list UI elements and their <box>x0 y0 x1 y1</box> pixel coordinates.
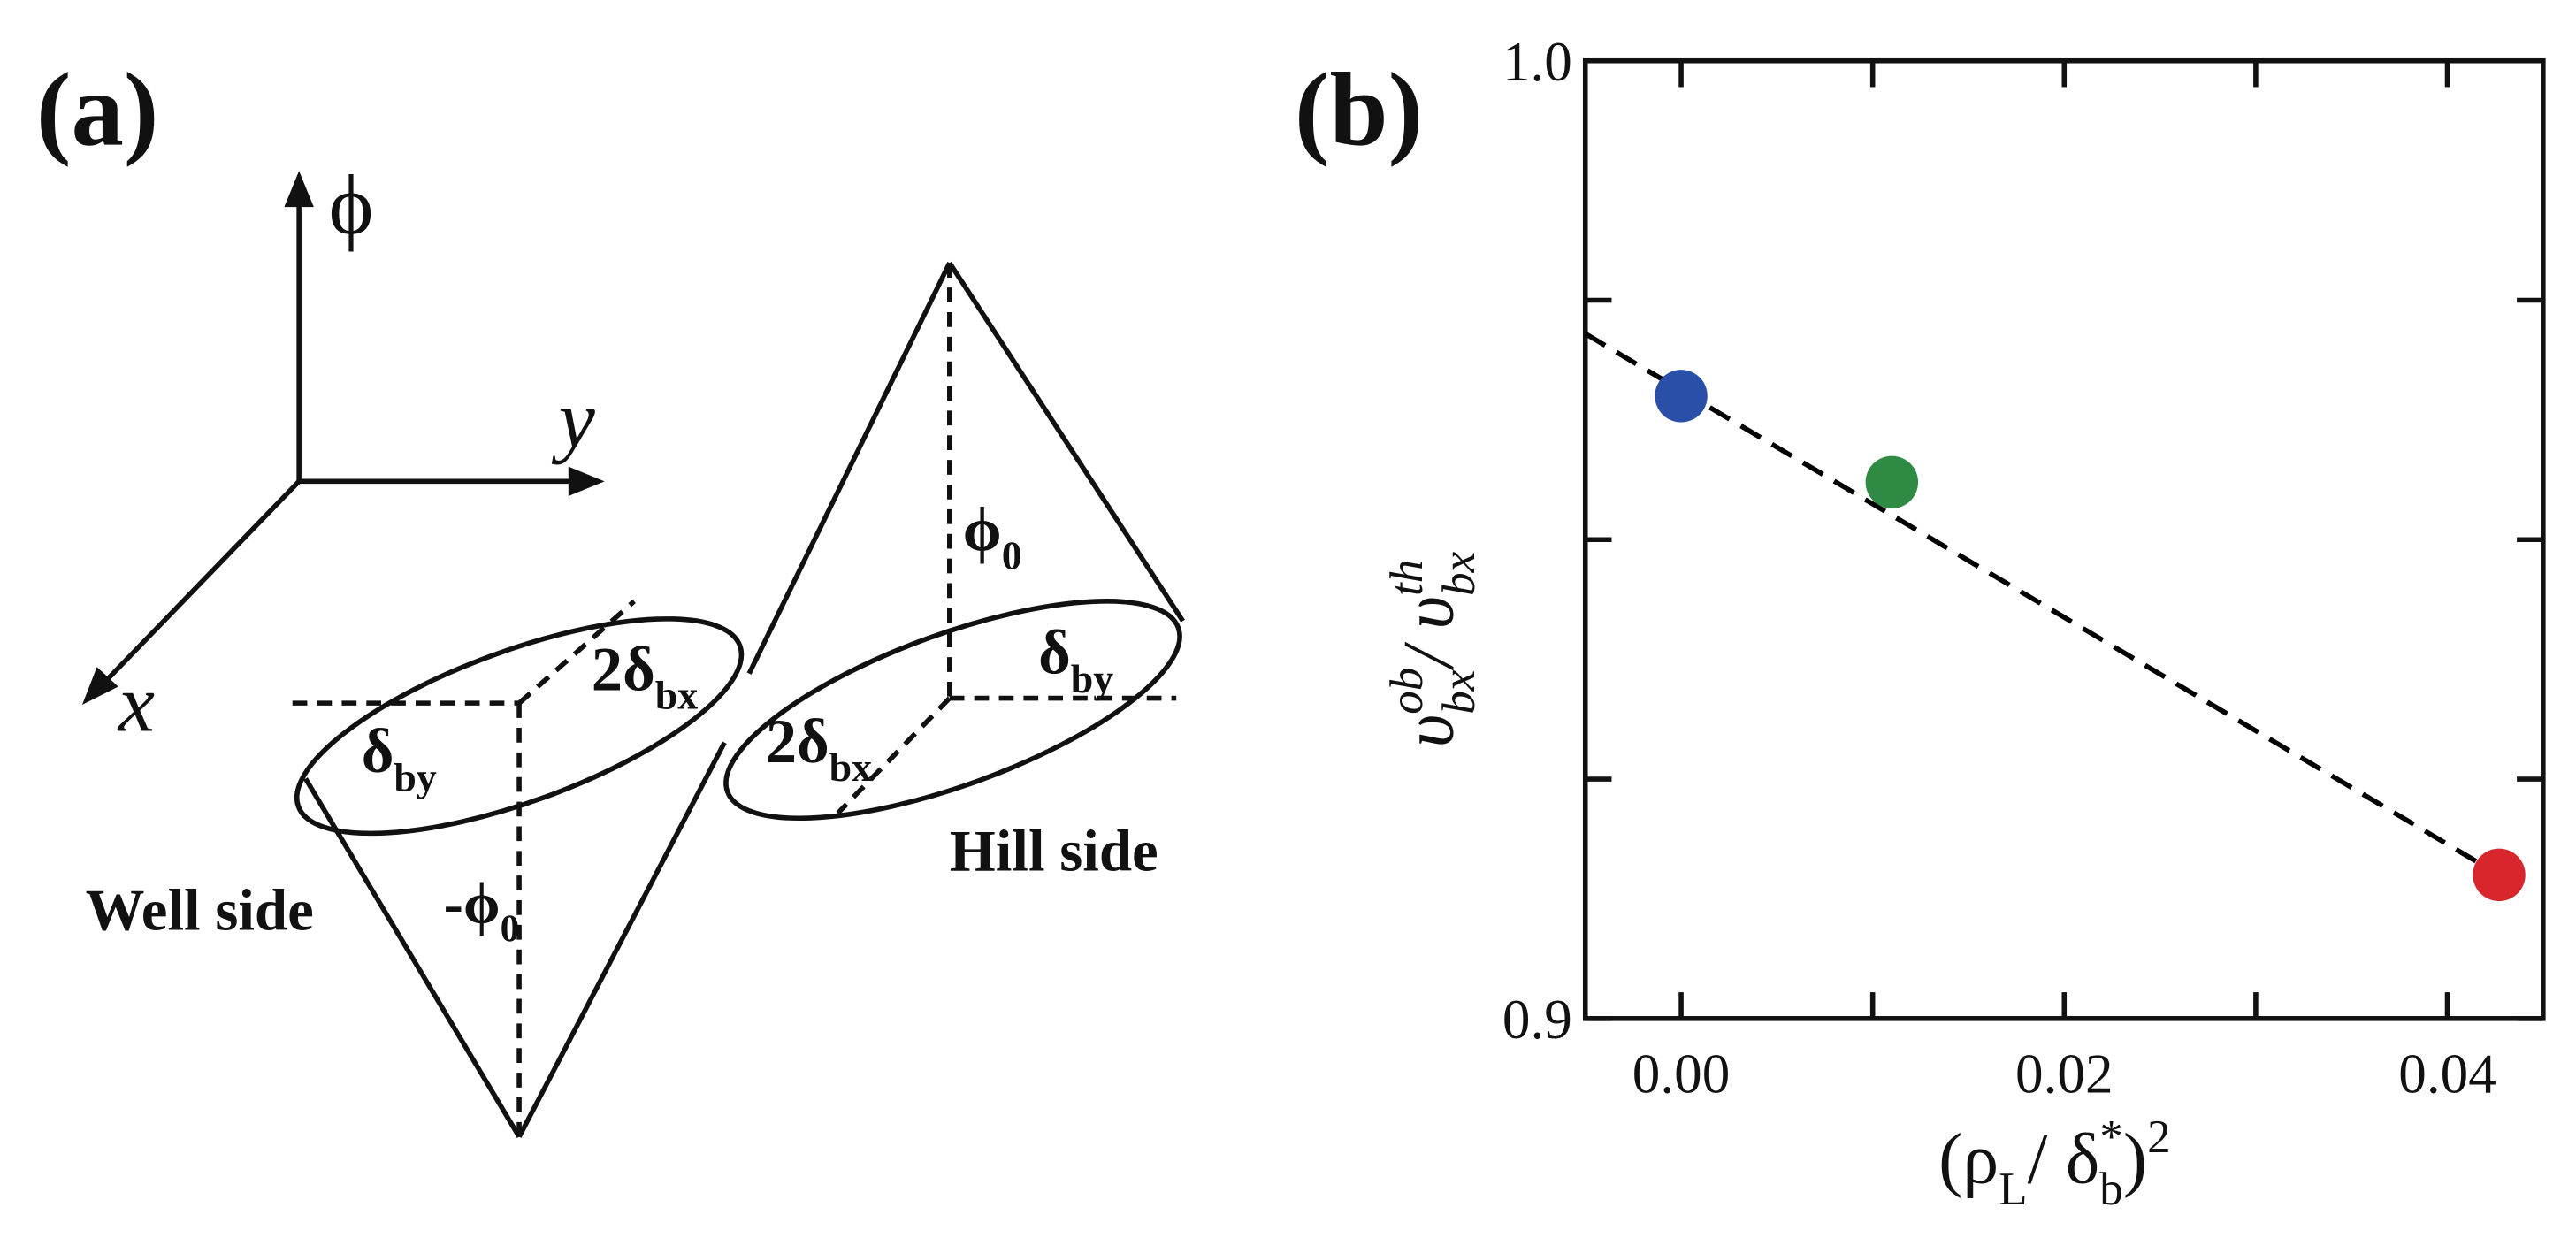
x-tick-label: 0.00 <box>1632 1043 1731 1104</box>
dashed <box>836 696 952 815</box>
diagram-shapes <box>81 171 1185 1138</box>
label: (ρL/ δb*)2 <box>1938 1112 2170 1215</box>
point <box>1655 370 1708 423</box>
panel-title: (b) <box>1295 50 1423 167</box>
label-text: / δ <box>2028 1119 2100 1199</box>
x-axis <box>100 479 302 687</box>
subscript: by <box>394 754 437 799</box>
cone-edge <box>303 777 522 1138</box>
label-text: 2δ <box>766 707 829 776</box>
superscript: th <box>1381 560 1433 596</box>
label-text: 2δ <box>592 635 655 704</box>
subscript: L <box>1999 1164 2027 1215</box>
dashed <box>517 599 636 706</box>
label: 2δbx <box>766 707 872 790</box>
label-text: (ρ <box>1938 1119 1999 1199</box>
label-text: Hill side <box>950 819 1158 884</box>
cone-edge <box>746 262 952 675</box>
subscript: b <box>2099 1164 2123 1215</box>
subscript: bx <box>1433 669 1485 715</box>
subscript: 0 <box>501 907 520 950</box>
panel-title: (a) <box>36 50 159 167</box>
label: x <box>117 659 155 750</box>
fit-line <box>1584 332 2501 877</box>
label: ϕ0 <box>963 495 1022 577</box>
cone-edge <box>947 261 1185 623</box>
superscript: ob <box>1381 668 1433 715</box>
label-text: υ <box>1387 715 1468 748</box>
superscript: * <box>2099 1112 2123 1163</box>
point <box>1865 455 1919 509</box>
plot-frame <box>1582 57 2546 1021</box>
label: δby <box>362 717 437 799</box>
subscript: bx <box>655 672 699 717</box>
label: Well side <box>86 877 314 943</box>
y-tick-label: 1.0 <box>1502 31 1572 93</box>
cone-edge <box>516 741 727 1138</box>
label-text: x <box>117 659 155 750</box>
arrowhead <box>568 466 605 497</box>
label-text: / υ <box>1387 596 1468 671</box>
arrowhead <box>284 171 314 208</box>
label-text: δ <box>1038 619 1071 688</box>
point <box>2473 848 2526 902</box>
label: y <box>552 374 596 465</box>
label-text: Well side <box>86 877 314 943</box>
label: ϕ <box>329 157 374 252</box>
label-text: ) <box>2123 1119 2147 1199</box>
label: -ϕ0 <box>444 871 520 950</box>
hill-ellipse <box>723 599 1182 822</box>
x-tick-label: 0.02 <box>2015 1043 2114 1104</box>
subscript: bx <box>1433 551 1485 596</box>
arrowhead <box>81 667 118 705</box>
label-text: ϕ <box>329 157 374 252</box>
label: Hill side <box>950 819 1158 884</box>
subscript: by <box>1071 656 1114 701</box>
label-text: -ϕ <box>444 871 501 936</box>
x-tick-label: 0.04 <box>2398 1043 2496 1104</box>
subscript: 0 <box>1002 533 1022 578</box>
label-text: δ <box>362 717 394 786</box>
superscript: 2 <box>2147 1112 2171 1163</box>
label: υbxob/ υbxth <box>1381 551 1485 747</box>
label-text: ϕ <box>963 495 1002 564</box>
y-tick-label: 0.9 <box>1502 989 1572 1051</box>
label: δby <box>1038 619 1113 701</box>
subscript: bx <box>829 745 873 790</box>
well-ellipse <box>294 616 745 837</box>
label-text: y <box>552 374 596 465</box>
label: 2δbx <box>592 635 698 717</box>
